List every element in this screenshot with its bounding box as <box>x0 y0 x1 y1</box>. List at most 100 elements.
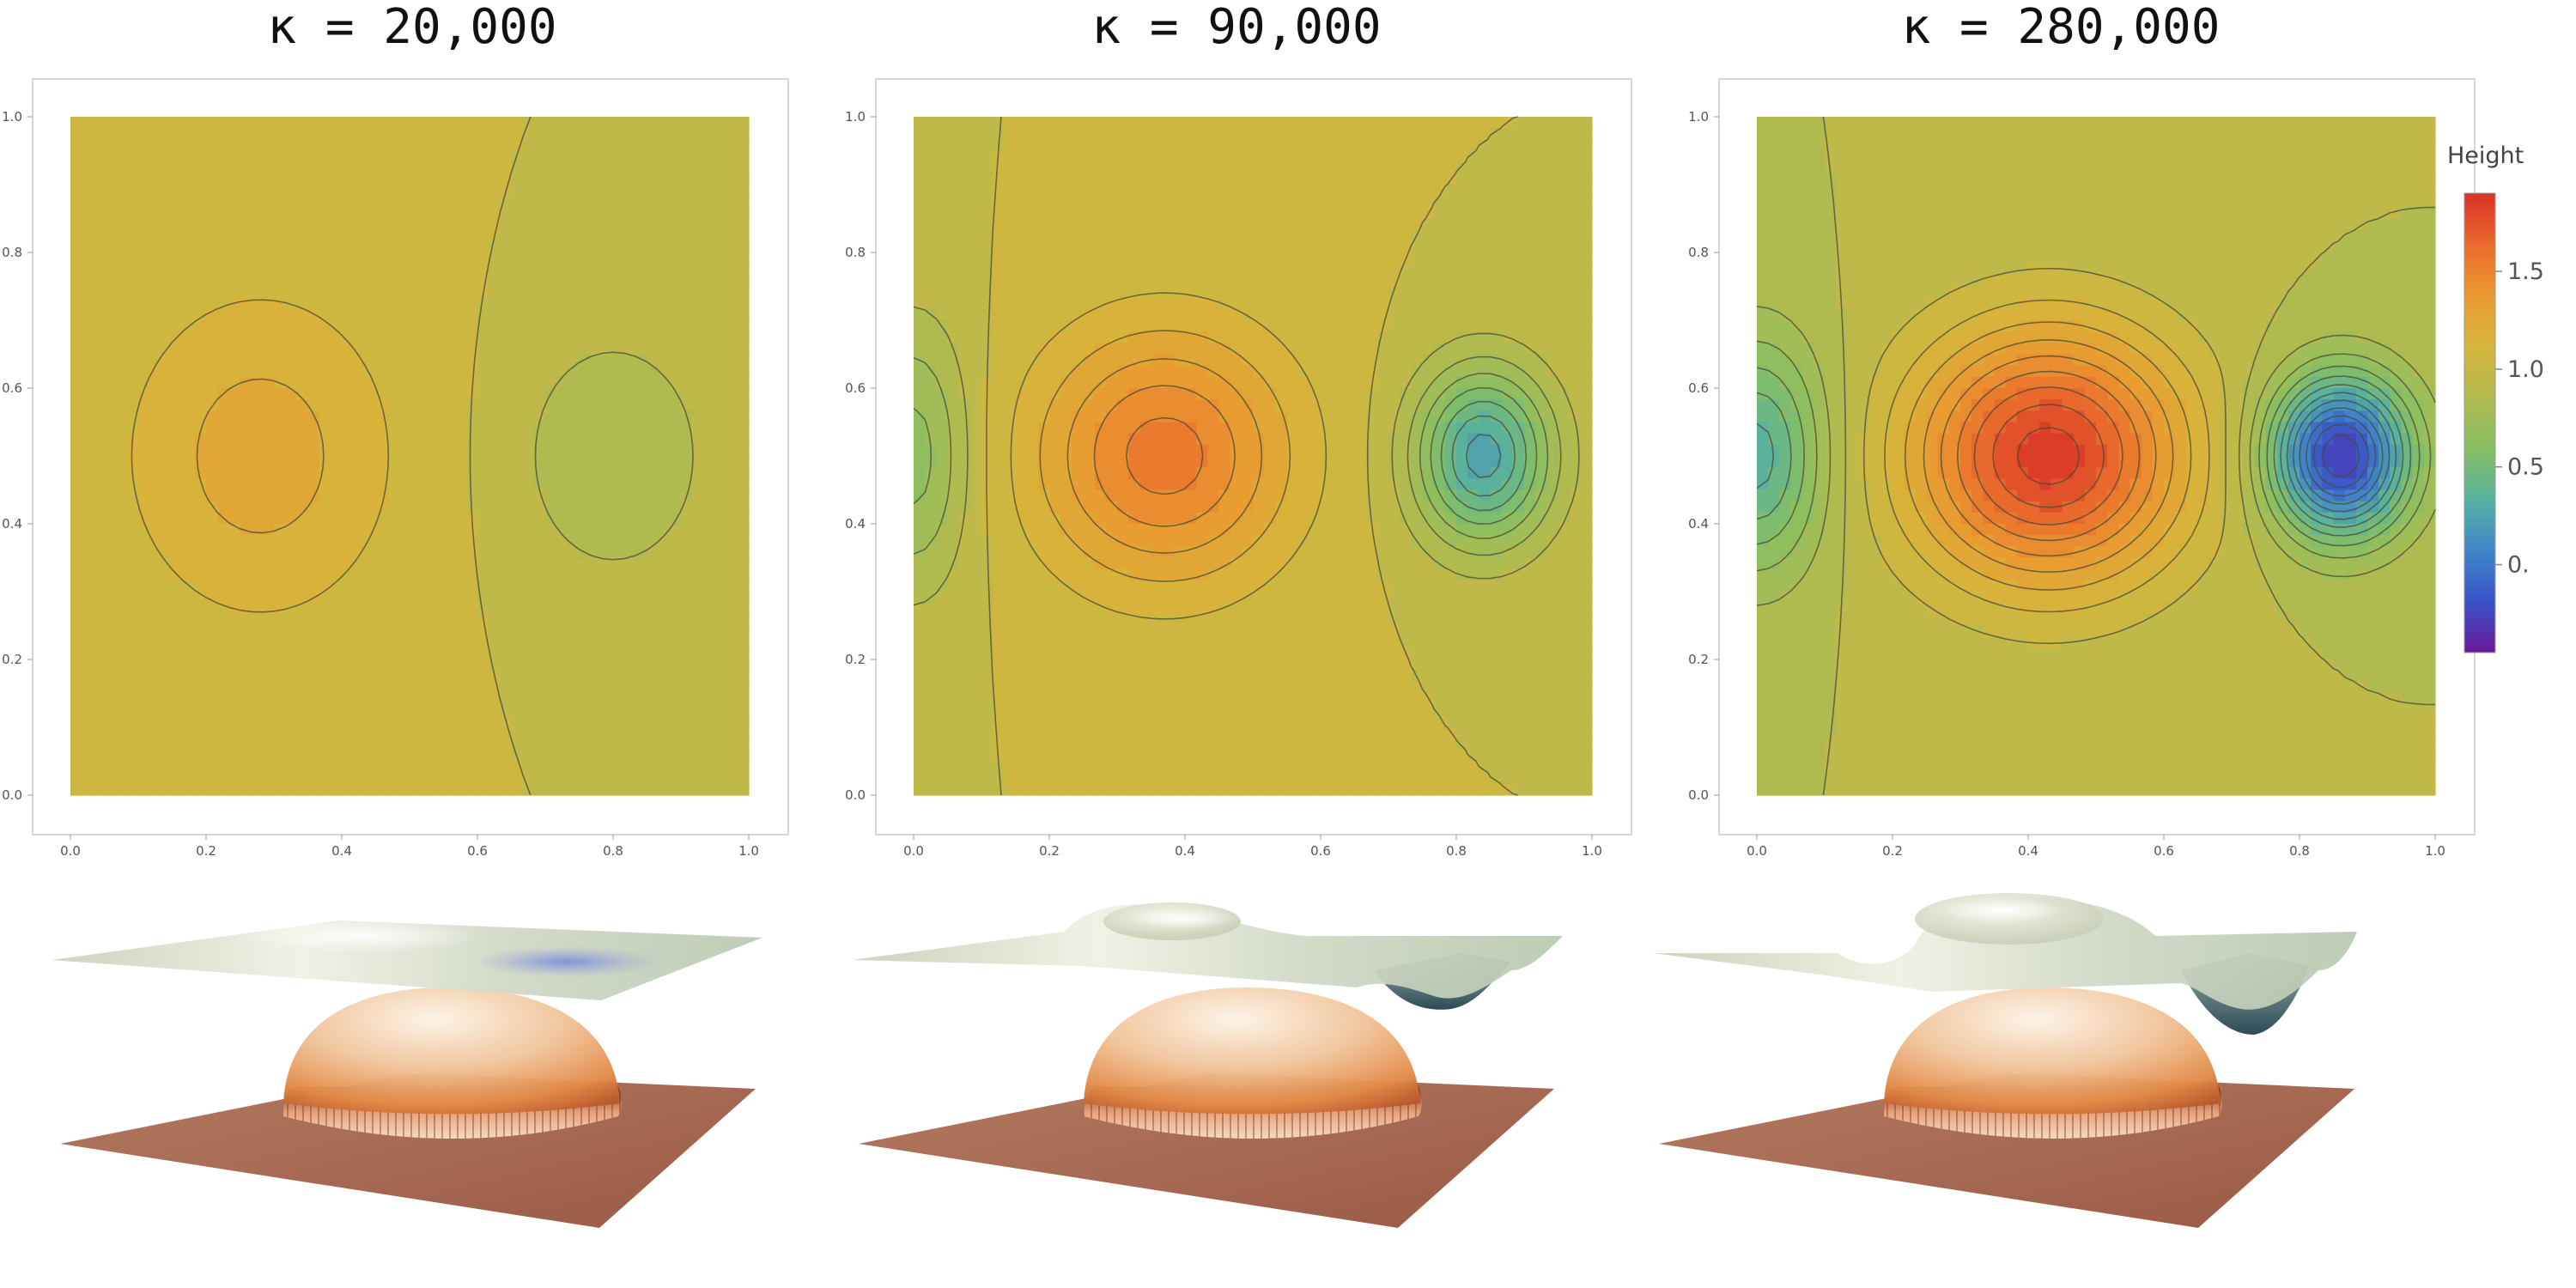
heat-cell <box>70 297 82 310</box>
heat-cell <box>262 535 275 547</box>
heat-cell <box>500 117 513 129</box>
heat-cell <box>981 161 993 174</box>
heat-cell <box>330 636 343 649</box>
heat-cell <box>647 693 659 706</box>
heat-cell <box>307 772 320 785</box>
heat-cell <box>1343 117 1356 129</box>
heat-cell <box>590 354 603 367</box>
heat-cell <box>342 761 354 774</box>
heat-cell <box>556 456 568 468</box>
heat-cell <box>1128 218 1140 231</box>
heat-cell <box>568 704 580 717</box>
heat-cell <box>1139 365 1152 378</box>
heat-cell <box>681 207 693 220</box>
heat-cell <box>1388 218 1400 231</box>
heat-cell <box>410 433 422 446</box>
heat-cell <box>330 422 343 434</box>
heat-cell <box>1456 139 1468 152</box>
heat-cell <box>947 286 960 299</box>
heat-cell <box>511 185 524 197</box>
heat-cell <box>1173 365 1186 378</box>
heat-cell <box>726 410 738 423</box>
heat-cell <box>386 410 399 423</box>
heat-cell <box>262 546 275 559</box>
heat-cell <box>330 501 343 513</box>
heat-cell <box>1535 286 1547 299</box>
heat-cell <box>330 240 343 253</box>
heat-cell <box>1376 196 1389 208</box>
heat-cell <box>194 320 207 332</box>
heat-cell <box>1546 343 1559 355</box>
heat-cell <box>126 738 139 750</box>
heat-cell <box>1444 320 1457 332</box>
heat-cell <box>217 343 229 355</box>
heat-cell <box>398 761 410 774</box>
heat-cell <box>737 433 750 446</box>
heat-cell <box>251 738 264 750</box>
heat-cell <box>194 772 207 785</box>
heat-cell <box>1072 196 1084 208</box>
heat-cell <box>194 592 207 604</box>
heat-cell <box>421 376 433 389</box>
heat-cell <box>1218 275 1231 288</box>
heat-cell <box>500 456 513 468</box>
heat-cell <box>1275 343 1288 355</box>
heat-cell <box>1321 117 1333 129</box>
heat-cell <box>500 568 513 581</box>
heat-cell <box>364 128 377 140</box>
heat-cell <box>194 682 207 695</box>
heat-cell <box>70 682 82 695</box>
heat-cell <box>1546 139 1559 152</box>
heat-cell <box>703 196 716 208</box>
heat-cell <box>1343 354 1356 367</box>
heat-cell <box>240 297 252 310</box>
heat-cell <box>454 489 467 502</box>
heat-cell <box>1343 252 1356 264</box>
heat-cell <box>714 433 727 446</box>
heat-cell <box>1026 196 1039 208</box>
heat-cell <box>432 161 445 174</box>
heat-cell <box>1422 117 1435 129</box>
heat-cell <box>658 139 671 152</box>
heat-cell <box>1151 117 1163 129</box>
heat-cell <box>1083 297 1096 310</box>
heat-cell <box>149 738 161 750</box>
heat-cell <box>1321 252 1333 264</box>
heat-cell <box>613 761 625 774</box>
heat-cell <box>1490 308 1503 321</box>
heat-cell <box>364 433 377 446</box>
heat-cell <box>307 738 320 750</box>
heat-cell <box>1297 354 1310 367</box>
heat-cell <box>251 117 264 129</box>
heat-cell <box>703 128 716 140</box>
heat-cell <box>1015 173 1028 185</box>
heat-cell <box>1230 139 1242 152</box>
heat-cell <box>115 557 128 570</box>
heat-cell <box>511 320 524 332</box>
heat-cell <box>669 240 682 253</box>
heat-cell <box>217 659 229 671</box>
heat-cell <box>386 467 399 479</box>
heat-cell <box>443 659 456 671</box>
heat-cell <box>1309 173 1321 185</box>
heat-cell <box>1004 173 1017 185</box>
heat-cell <box>681 467 693 479</box>
heat-cell <box>635 161 648 174</box>
heat-cell <box>714 647 727 660</box>
heat-cell <box>726 139 738 152</box>
heat-cell <box>138 614 150 627</box>
heat-cell <box>936 229 949 242</box>
heat-cell <box>138 297 150 310</box>
heat-cell <box>1117 320 1129 332</box>
heat-cell <box>635 614 648 627</box>
heat-cell <box>161 218 173 231</box>
heat-cell <box>635 343 648 355</box>
heat-cell <box>613 173 625 185</box>
heat-cell <box>1558 173 1571 185</box>
heat-cell <box>1558 207 1571 220</box>
heat-cell <box>296 444 309 457</box>
heat-cell <box>511 647 524 660</box>
heat-cell <box>251 264 264 276</box>
heat-cell <box>477 207 489 220</box>
heat-cell <box>364 682 377 695</box>
